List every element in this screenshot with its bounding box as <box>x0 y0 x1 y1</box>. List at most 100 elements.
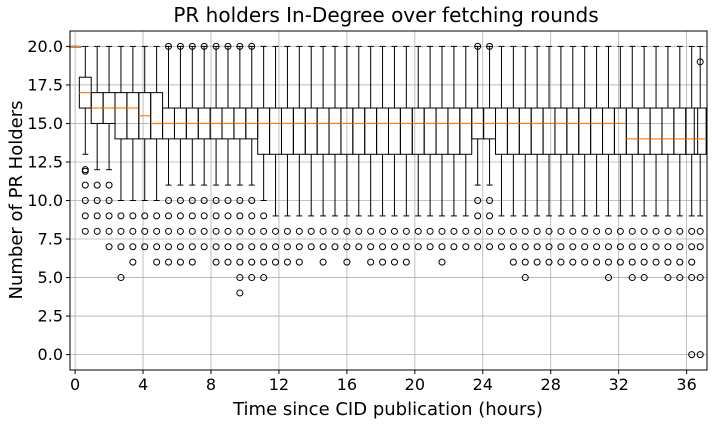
outlier-point <box>176 42 184 50</box>
outlier-point <box>283 258 291 266</box>
outlier-point <box>343 243 351 251</box>
outlier-point <box>117 212 125 220</box>
outlier-point <box>676 243 684 251</box>
outlier-point <box>81 181 89 189</box>
box-group <box>197 42 211 251</box>
y-tick-label: 10.0 <box>27 191 63 210</box>
outlier-point <box>319 258 327 266</box>
box-group <box>292 45 306 266</box>
outlier-point <box>390 227 398 235</box>
box-group <box>625 45 639 282</box>
outlier-point <box>474 42 482 50</box>
outlier-point <box>319 227 327 235</box>
outlier-point <box>129 243 137 251</box>
outlier-point <box>367 258 375 266</box>
outlier-point <box>355 243 363 251</box>
outlier-point <box>652 258 660 266</box>
x-tick-label: 0 <box>70 375 80 394</box>
outlier-point <box>676 274 684 282</box>
x-tick-label: 24 <box>473 375 493 394</box>
outlier-point <box>331 243 339 251</box>
box-group <box>637 45 651 282</box>
outlier-point <box>200 227 208 235</box>
outlier-point <box>557 227 565 235</box>
outlier-point <box>569 243 577 251</box>
outlier-point <box>604 258 612 266</box>
outlier-point <box>593 258 601 266</box>
outlier-point <box>236 197 244 204</box>
outlier-point <box>462 243 470 251</box>
box-group <box>245 42 259 282</box>
outlier-point <box>438 243 446 251</box>
outlier-point <box>200 243 208 251</box>
outlier-point <box>664 243 672 251</box>
outlier-point <box>81 197 89 204</box>
outlier-point <box>165 258 173 266</box>
outlier-point <box>129 258 137 266</box>
box-group <box>399 45 413 266</box>
outlier-point <box>283 243 291 251</box>
outlier-point <box>117 243 125 251</box>
outlier-point <box>497 243 505 251</box>
outlier-point <box>450 227 458 235</box>
box-group <box>459 45 473 251</box>
outlier-point <box>260 212 268 220</box>
outlier-point <box>521 258 529 266</box>
outlier-point <box>676 258 684 266</box>
outlier-point <box>188 42 196 50</box>
box-group <box>602 45 615 282</box>
outlier-point <box>236 212 244 220</box>
outlier-point <box>688 227 696 235</box>
x-tick-label: 32 <box>608 375 628 394</box>
outlier-point <box>628 227 636 235</box>
outlier-point <box>486 227 494 235</box>
outlier-point <box>521 274 529 282</box>
outlier-point <box>248 258 256 266</box>
outlier-point <box>188 212 196 220</box>
y-tick-label: 15.0 <box>27 114 63 133</box>
outlier-point <box>628 258 636 266</box>
outlier-point <box>200 42 208 50</box>
chart-title: PR holders In-Degree over fetching round… <box>173 3 598 27</box>
box-group <box>578 45 592 266</box>
outlier-point <box>81 212 89 220</box>
boxes-layer <box>68 42 707 359</box>
outlier-point <box>696 274 704 282</box>
outlier-point <box>105 212 113 220</box>
outlier-point <box>188 197 196 204</box>
outlier-point <box>295 243 303 251</box>
outlier-point <box>153 243 161 251</box>
outlier-point <box>486 197 494 204</box>
outlier-point <box>248 212 256 220</box>
box-group <box>495 45 508 251</box>
outlier-point <box>509 243 517 251</box>
outlier-point <box>533 227 541 235</box>
outlier-point <box>581 258 589 266</box>
outlier-point <box>604 243 612 251</box>
outlier-point <box>283 227 291 235</box>
outlier-point <box>153 258 161 266</box>
box-group <box>138 45 152 251</box>
box-group <box>693 45 707 359</box>
outlier-point <box>260 227 268 235</box>
outlier-point <box>474 197 482 204</box>
outlier-point <box>640 227 648 235</box>
outlier-point <box>569 227 577 235</box>
outlier-point <box>236 243 244 251</box>
box-group <box>364 45 378 266</box>
outlier-point <box>93 181 101 189</box>
outlier-point <box>295 258 303 266</box>
outlier-point <box>212 243 220 251</box>
outlier-point <box>545 258 553 266</box>
outlier-point <box>379 243 387 251</box>
outlier-point <box>93 212 101 220</box>
outlier-point <box>426 243 434 251</box>
box-group <box>471 42 485 251</box>
outlier-point <box>390 258 398 266</box>
outlier-point <box>236 289 244 297</box>
outlier-point <box>581 227 589 235</box>
outlier-point <box>533 258 541 266</box>
outlier-point <box>640 274 648 282</box>
box-group <box>376 45 390 266</box>
